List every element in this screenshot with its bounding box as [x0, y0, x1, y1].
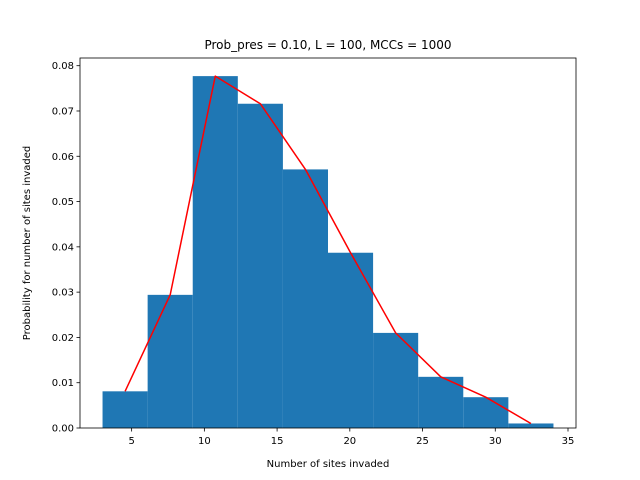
x-axis-label: Number of sites invaded: [267, 459, 390, 470]
y-tick-label-0.03: 0.03: [52, 288, 74, 299]
y-axis-ticks: 0.00 0.01 0.02 0.03 0.04 0.05 0.06 0.07 0.08: [52, 61, 80, 435]
histogram-bar-6: [328, 252, 374, 428]
x-axis-ticks: 5 10 15 20 25 30 35: [128, 428, 574, 447]
histogram-bar-8: [418, 376, 464, 428]
histogram-bar-7: [373, 332, 419, 428]
x-tick-label-15: 15: [271, 436, 284, 447]
y-tick-label-0.02: 0.02: [52, 333, 74, 344]
x-tick-label-25: 25: [416, 436, 429, 447]
histogram-bar-5: [282, 169, 328, 428]
y-tick-label-0.06: 0.06: [52, 152, 74, 163]
x-tick-label-20: 20: [343, 436, 356, 447]
histogram-bar-3: [192, 76, 238, 428]
y-axis-label: Probability for number of sites invaded: [22, 146, 33, 340]
y-tick-label-0.00: 0.00: [52, 424, 74, 435]
x-tick-label-10: 10: [198, 436, 211, 447]
histogram-bar-1: [102, 391, 148, 428]
y-tick-label-0.04: 0.04: [52, 242, 74, 253]
histogram-bar-4: [237, 103, 283, 429]
histogram-bar-10: [508, 423, 554, 428]
plot-frame: [79, 57, 577, 429]
histogram-bar-9: [463, 397, 509, 428]
line-group: [124, 75, 532, 425]
y-tick-label-0.05: 0.05: [52, 197, 74, 208]
x-tick-label-30: 30: [489, 436, 502, 447]
histogram-bar-2: [147, 294, 193, 428]
x-tick-label-35: 35: [562, 436, 575, 447]
y-tick-label-0.08: 0.08: [52, 61, 74, 72]
y-tick-label-0.07: 0.07: [52, 106, 74, 117]
chart-title: Prob_pres = 0.10, L = 100, MCCs = 1000: [204, 38, 451, 52]
x-tick-label-5: 5: [128, 436, 134, 447]
density-line-1: [124, 75, 532, 425]
y-tick-label-0.01: 0.01: [52, 378, 74, 389]
bars-group: [102, 76, 554, 429]
